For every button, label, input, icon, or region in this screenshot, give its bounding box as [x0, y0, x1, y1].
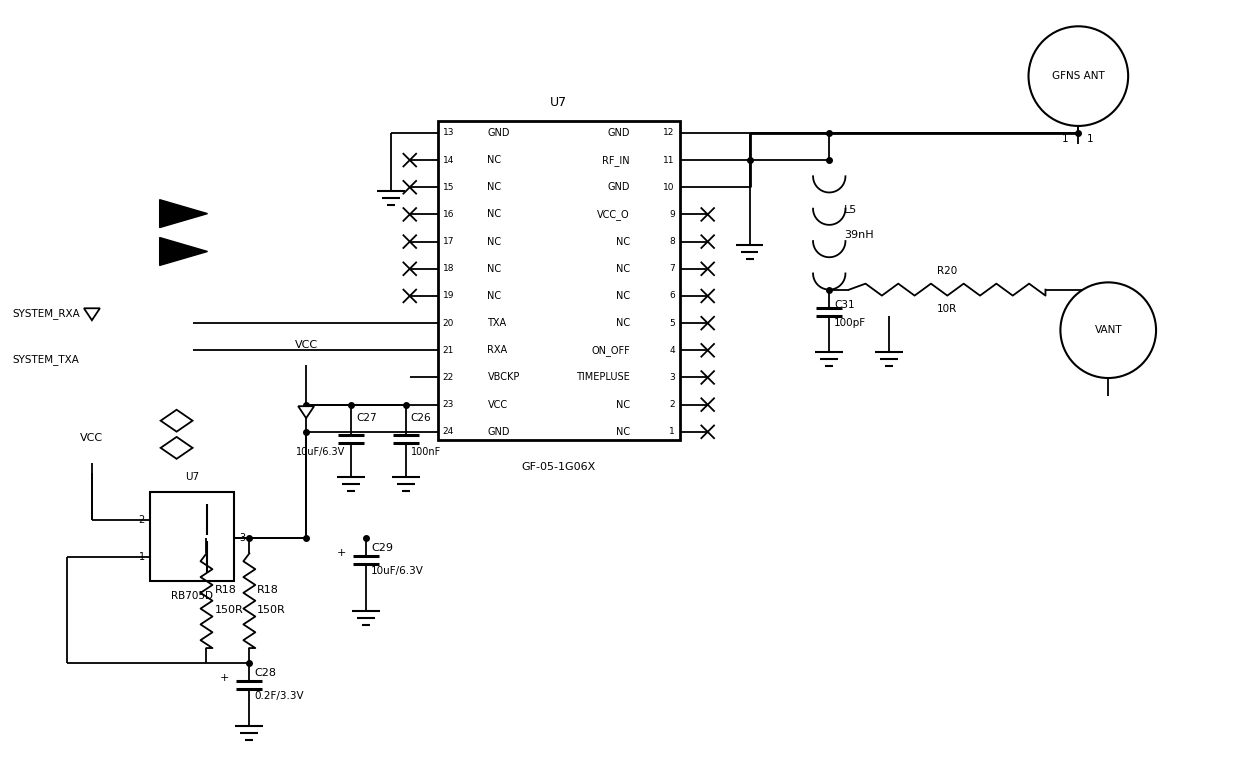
Text: TIMEPLUSE: TIMEPLUSE — [577, 372, 630, 382]
Text: 8: 8 — [670, 237, 675, 246]
Text: GND: GND — [608, 128, 630, 138]
Text: 3: 3 — [239, 534, 246, 544]
Text: C27: C27 — [356, 412, 377, 423]
Text: VCC: VCC — [487, 399, 507, 409]
Text: 100pF: 100pF — [835, 318, 867, 328]
Text: 10R: 10R — [936, 304, 957, 314]
Polygon shape — [298, 406, 314, 418]
Text: C26: C26 — [410, 412, 432, 423]
Text: 23: 23 — [443, 400, 454, 409]
Text: VANT: VANT — [1095, 325, 1122, 335]
Text: 4: 4 — [670, 346, 675, 355]
Text: VCC: VCC — [81, 433, 103, 443]
Text: 0.2F/3.3V: 0.2F/3.3V — [254, 691, 304, 701]
Text: 5: 5 — [670, 318, 675, 328]
Bar — [150, 492, 234, 581]
Text: 22: 22 — [443, 373, 454, 382]
Text: NC: NC — [616, 237, 630, 247]
Text: 15: 15 — [443, 183, 454, 192]
Text: U7: U7 — [185, 472, 200, 482]
Text: NC: NC — [487, 291, 502, 301]
Text: 100nF: 100nF — [410, 447, 441, 457]
Text: 16: 16 — [443, 210, 454, 219]
Text: 2: 2 — [670, 400, 675, 409]
Text: C28: C28 — [254, 668, 277, 678]
Text: 21: 21 — [443, 346, 454, 355]
Text: 150R: 150R — [258, 605, 286, 615]
Polygon shape — [161, 437, 192, 459]
Polygon shape — [160, 237, 207, 265]
Text: 2: 2 — [139, 514, 145, 524]
Text: RF_IN: RF_IN — [603, 155, 630, 166]
Text: SYSTEM_RXA: SYSTEM_RXA — [12, 308, 79, 319]
Text: 1: 1 — [1061, 134, 1069, 144]
Text: GND: GND — [487, 128, 510, 138]
Text: NC: NC — [487, 155, 502, 165]
Bar — [438, 121, 680, 439]
Text: RB705D: RB705D — [171, 591, 213, 601]
Text: VCC: VCC — [295, 340, 317, 350]
Text: 19: 19 — [443, 291, 454, 301]
Text: 7: 7 — [670, 264, 675, 273]
Text: C29: C29 — [371, 544, 393, 554]
Text: VBCKP: VBCKP — [487, 372, 520, 382]
Text: 1: 1 — [1086, 134, 1092, 144]
Text: TXA: TXA — [487, 318, 507, 328]
Text: 13: 13 — [443, 129, 454, 137]
Polygon shape — [160, 200, 207, 227]
Text: NC: NC — [487, 237, 502, 247]
Text: NC: NC — [487, 210, 502, 220]
Text: GND: GND — [487, 427, 510, 437]
Text: 20: 20 — [443, 318, 454, 328]
Text: 10uF/6.3V: 10uF/6.3V — [296, 447, 346, 457]
Text: 10: 10 — [663, 183, 675, 192]
Circle shape — [1028, 26, 1128, 126]
Text: L5: L5 — [844, 205, 857, 215]
Text: NC: NC — [616, 291, 630, 301]
Text: 12: 12 — [663, 129, 675, 137]
Text: C31: C31 — [835, 300, 854, 310]
Text: 14: 14 — [443, 156, 454, 164]
Text: NC: NC — [487, 264, 502, 274]
Text: GND: GND — [608, 182, 630, 192]
Polygon shape — [84, 308, 100, 320]
Text: VCC_O: VCC_O — [598, 209, 630, 220]
Text: 11: 11 — [663, 156, 675, 164]
Text: NC: NC — [616, 318, 630, 328]
Text: +: + — [219, 673, 229, 683]
Text: +: + — [336, 548, 346, 558]
Text: 150R: 150R — [215, 605, 243, 615]
Text: 10uF/6.3V: 10uF/6.3V — [371, 567, 424, 577]
Text: R20: R20 — [936, 266, 957, 276]
Text: 3: 3 — [670, 373, 675, 382]
Text: ON_OFF: ON_OFF — [591, 345, 630, 355]
Text: 18: 18 — [443, 264, 454, 273]
Text: 1: 1 — [670, 427, 675, 436]
Text: NC: NC — [616, 264, 630, 274]
Circle shape — [1060, 282, 1156, 378]
Text: 24: 24 — [443, 427, 454, 436]
Text: NC: NC — [616, 399, 630, 409]
Text: GFNS ANT: GFNS ANT — [1052, 71, 1105, 81]
Text: U7: U7 — [551, 96, 567, 109]
Text: R18: R18 — [258, 585, 279, 595]
Text: NC: NC — [616, 427, 630, 437]
Text: 17: 17 — [443, 237, 454, 246]
Text: SYSTEM_TXA: SYSTEM_TXA — [12, 355, 79, 365]
Text: GF-05-1G06X: GF-05-1G06X — [522, 462, 596, 472]
Text: 9: 9 — [670, 210, 675, 219]
Text: NC: NC — [487, 182, 502, 192]
Text: 1: 1 — [139, 552, 145, 562]
Text: 39nH: 39nH — [844, 230, 874, 240]
Text: RXA: RXA — [487, 345, 507, 355]
Text: 6: 6 — [670, 291, 675, 301]
Polygon shape — [161, 409, 192, 432]
Text: R18: R18 — [215, 585, 237, 595]
